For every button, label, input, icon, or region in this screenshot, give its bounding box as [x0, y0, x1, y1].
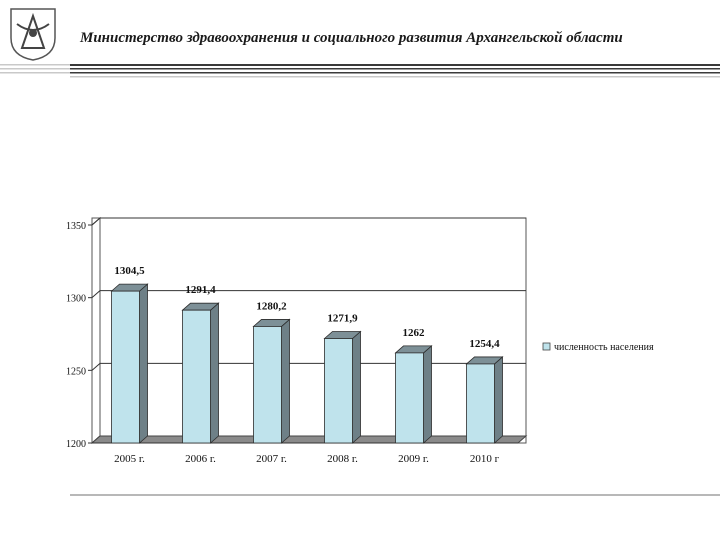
y-tick-label: 1300	[66, 294, 86, 305]
bar-side	[494, 356, 503, 444]
plot-frame	[91, 217, 527, 444]
bar	[253, 326, 282, 444]
data-label: 1254,4	[469, 338, 500, 350]
bar	[324, 338, 353, 444]
bar	[111, 290, 140, 444]
data-label: 1280,2	[256, 300, 287, 312]
y-tick-label: 1350	[66, 221, 86, 232]
bar-side	[423, 345, 432, 444]
data-label: 1304,5	[114, 265, 145, 277]
bar-side	[352, 330, 361, 444]
bar	[182, 309, 211, 444]
chart-floor	[90, 435, 528, 444]
legend-label: численность населения	[554, 342, 654, 353]
gridline	[91, 290, 526, 299]
legend-swatch	[542, 342, 551, 351]
y-tick-label: 1250	[66, 366, 86, 377]
bar-side	[139, 283, 148, 444]
gridline	[91, 362, 526, 371]
bar-side	[210, 302, 219, 444]
bar	[466, 363, 495, 444]
x-tick-label: 2009 г.	[398, 453, 429, 465]
x-tick-label: 2005 г.	[114, 453, 145, 465]
bar-side	[281, 318, 290, 444]
data-label: 1262	[403, 327, 426, 339]
x-tick-label: 2010 г	[470, 453, 500, 465]
x-tick-label: 2006 г.	[185, 453, 216, 465]
header-stripes	[0, 64, 720, 78]
y-tick-label: 1200	[66, 439, 86, 450]
x-tick-label: 2007 г.	[256, 453, 287, 465]
data-label: 1291,4	[185, 284, 216, 296]
gridline	[91, 217, 526, 226]
footer-stripe	[70, 494, 720, 496]
page-title: Министерство здравоохранения и социально…	[80, 30, 623, 46]
plot-left-wall	[91, 216, 101, 445]
data-label: 1271,9	[327, 313, 358, 325]
coat-of-arms-icon	[10, 8, 56, 61]
x-tick-label: 2008 г.	[327, 453, 358, 465]
bar	[395, 352, 424, 444]
